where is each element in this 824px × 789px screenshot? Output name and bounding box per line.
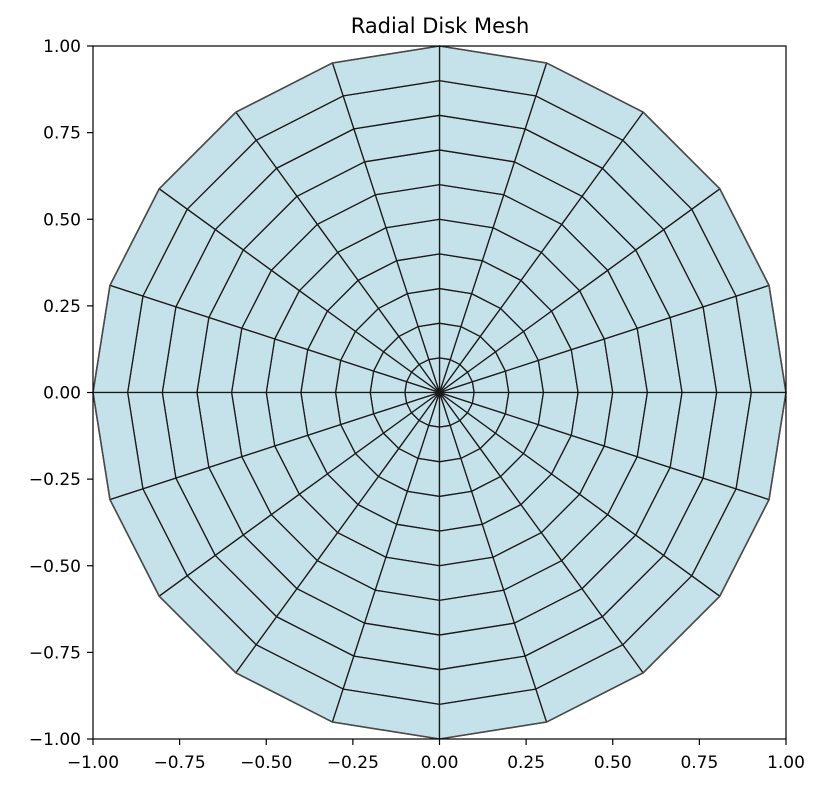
y-tick-label: −0.25 [29,470,81,490]
x-tick-label: 0.00 [421,753,459,773]
x-tick-label: −0.25 [327,753,379,773]
x-tick-label: −1.00 [67,753,119,773]
chart-title: Radial Disk Mesh [351,14,530,38]
x-tick-label: 0.50 [594,753,632,773]
y-tick-label: 0.00 [43,384,81,404]
x-tick-label: 1.00 [767,753,805,773]
y-tick-label: 0.50 [43,210,81,230]
y-tick-label: −0.50 [29,557,81,577]
y-tick-label: 1.00 [43,37,81,57]
y-tick-label: −1.00 [29,730,81,750]
y-tick-label: −0.75 [29,643,81,663]
x-tick-label: −0.50 [240,753,292,773]
y-tick-label: 0.75 [43,124,81,144]
x-tick-label: 0.25 [507,753,545,773]
y-tick-label: 0.25 [43,297,81,317]
x-axis: −1.00 −0.75 −0.50 −0.25 0.00 0.25 0.50 0.75 1.00 [67,739,805,773]
mesh-area [92,45,787,740]
y-axis: 1.00 0.75 0.50 0.25 0.00 −0.25 −0.50 −0.75 −1.00 [29,37,93,750]
x-tick-label: 0.75 [680,753,718,773]
x-tick-label: −0.75 [154,753,206,773]
